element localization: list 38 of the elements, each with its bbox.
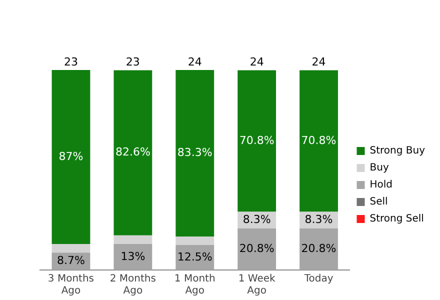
x-tick-label: 1 Week Ago <box>238 274 276 297</box>
bar <box>176 70 214 237</box>
legend-label: Buy <box>370 162 389 174</box>
x-tick-label: 2 Months Ago <box>110 274 156 297</box>
bar <box>300 70 338 212</box>
data-label: 87% <box>58 150 84 163</box>
data-label: 70.8% <box>301 134 336 147</box>
data-label: 8.3% <box>304 212 333 226</box>
bar <box>114 235 152 244</box>
annotation: 24 <box>312 55 326 68</box>
data-label: 8.3% <box>242 212 271 226</box>
annotation: 23 <box>126 55 140 68</box>
bar <box>238 70 276 212</box>
bar <box>114 70 152 236</box>
bar <box>300 228 338 270</box>
annotation: 24 <box>188 55 202 68</box>
bar <box>114 244 152 270</box>
data-label: 12.5% <box>177 250 212 264</box>
data-label: 70.8% <box>239 134 274 147</box>
data-label: 20.8% <box>239 242 274 256</box>
data-label: 82.6% <box>115 146 150 159</box>
bar <box>52 244 90 253</box>
legend-label: Sell <box>370 196 388 208</box>
data-label: 13% <box>120 250 146 263</box>
data-label: 20.8% <box>301 242 336 256</box>
legend-label: Strong Buy <box>370 146 426 157</box>
bar <box>52 70 90 244</box>
legend-label: Hold <box>370 180 393 191</box>
data-label: 8.7% <box>57 254 85 268</box>
legend-label: Strong Sell <box>370 214 424 225</box>
x-tick-label: Today <box>303 274 334 285</box>
data-label: 83.3% <box>177 146 212 160</box>
x-tick-label: 1 Month Ago <box>174 274 216 297</box>
annotation: 23 <box>64 55 78 68</box>
bar <box>176 236 214 245</box>
annotation: 24 <box>250 55 264 68</box>
bar <box>238 228 276 270</box>
x-tick-label: 3 Months Ago <box>48 274 94 297</box>
